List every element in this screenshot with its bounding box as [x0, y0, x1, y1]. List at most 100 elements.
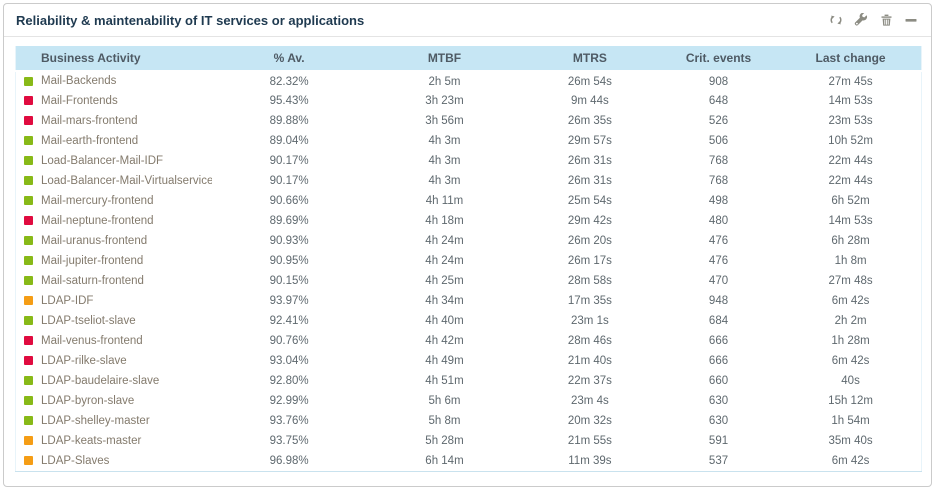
cell-availability: 89.69% [269, 215, 309, 227]
business-activity-name[interactable]: Mail-saturn-frontend [41, 274, 144, 287]
cell-mtrs: 22m 37s [567, 375, 612, 387]
cell-last-change: 27m 48s [828, 275, 873, 287]
business-activity-name[interactable]: LDAP-baudelaire-slave [41, 374, 160, 387]
cell-crit-events: 948 [708, 295, 729, 307]
cell-mtbf: 4h 11m [425, 195, 464, 207]
cell-mtbf: 2h 5m [428, 75, 461, 88]
cell-last-change: 6m 42s [831, 355, 870, 367]
table-row[interactable]: LDAP-tseliot-slave 92.41% 4h 40m 23m 1s 684 2… [15, 311, 922, 331]
column-header-mtbf[interactable]: MTBF [366, 46, 523, 72]
cell-mtrs: 28m 58s [567, 275, 612, 287]
table-row[interactable]: LDAP-shelley-master 93.76% 5h 8m 20m 32s 630… [15, 411, 922, 431]
table-row[interactable]: LDAP-keats-master 93.75% 5h 28m 21m 55s 591 3… [15, 431, 922, 451]
business-activity-name[interactable]: LDAP-byron-slave [41, 394, 135, 407]
business-activity-name[interactable]: Mail-jupiter-frontend [41, 254, 144, 267]
business-activity-name[interactable]: Mail-neptune-frontend [41, 214, 154, 227]
cell-availability: 90.76% [269, 335, 309, 347]
cell-business-activity: LDAP-shelley-master [16, 411, 213, 431]
cell-last-change: 40s [841, 375, 860, 387]
business-activity-name[interactable]: Mail-mercury-frontend [41, 194, 154, 207]
business-activity-name[interactable]: LDAP-tseliot-slave [41, 314, 136, 327]
table-row[interactable]: Mail-venus-frontend 90.76% 4h 42m 28m 46s 66… [15, 331, 922, 351]
table-row[interactable]: LDAP-baudelaire-slave 92.80% 4h 51m 22m 37s… [15, 371, 922, 391]
widget-title: Reliability & maintenability of IT servi… [16, 12, 365, 28]
column-header-business-activity[interactable]: Business Activity [15, 46, 213, 72]
cell-mtbf: 4h 18m [425, 215, 464, 227]
cell-business-activity: LDAP-baudelaire-slave [16, 371, 213, 391]
cell-mtbf: 4h 3m [428, 135, 461, 147]
business-activity-name[interactable]: Mail-Frontends [41, 94, 118, 107]
status-icon [24, 455, 33, 465]
status-icon [24, 156, 33, 166]
table-row[interactable]: Mail-earth-frontend 89.04% 4h 3m 29m 57s 506… [15, 131, 922, 151]
business-activity-name[interactable]: LDAP-IDF [41, 294, 94, 307]
business-activity-name[interactable]: Mail-venus-frontend [41, 334, 143, 347]
business-activity-name[interactable]: LDAP-rilke-slave [41, 354, 127, 367]
refresh-icon[interactable] [828, 12, 844, 28]
business-activity-name[interactable]: Load-Balancer-Mail-Virtualservice [41, 174, 213, 187]
reliability-widget: Reliability & maintenability of IT servi… [3, 3, 932, 487]
cell-crit-events: 630 [708, 415, 729, 427]
business-activity-name[interactable]: LDAP-shelley-master [41, 414, 150, 427]
wrench-icon[interactable] [853, 12, 869, 28]
business-activity-name[interactable]: LDAP-Slaves [41, 454, 110, 467]
cell-mtrs: 26m 31s [567, 175, 612, 187]
table-row[interactable]: Mail-jupiter-frontend 90.95% 4h 24m 26m 17s… [15, 251, 922, 271]
column-header-mtrs[interactable]: MTRS [522, 46, 657, 72]
table-row[interactable]: Load-Balancer-Mail-IDF 90.17% 4h 3m 26m 31s… [15, 151, 922, 171]
cell-crit-events: 526 [708, 115, 729, 127]
cell-availability: 95.43% [269, 95, 309, 107]
table-row[interactable]: Mail-mars-frontend 89.88% 3h 56m 26m 35s 526… [15, 111, 922, 131]
minimize-icon[interactable] [903, 12, 919, 28]
cell-availability: 92.80% [269, 375, 309, 387]
table-row[interactable]: Mail-mercury-frontend 90.66% 4h 11m 25m 54s… [15, 191, 922, 211]
cell-mtbf: 4h 49m [425, 355, 464, 367]
cell-mtbf: 3h 23m [425, 95, 464, 107]
cell-business-activity: Mail-mars-frontend [16, 111, 213, 131]
cell-crit-events: 591 [708, 435, 729, 447]
cell-crit-events: 666 [708, 335, 729, 347]
business-activity-name[interactable]: Mail-mars-frontend [41, 114, 138, 127]
cell-business-activity: Mail-jupiter-frontend [16, 251, 213, 271]
business-activity-name[interactable]: Mail-earth-frontend [41, 134, 139, 147]
cell-last-change: 23m 53s [828, 115, 873, 127]
column-header-last-change[interactable]: Last change [780, 46, 922, 72]
table-row[interactable]: LDAP-rilke-slave 93.04% 4h 49m 21m 40s 666 6m… [15, 351, 922, 371]
status-icon [24, 256, 33, 266]
cell-mtbf: 3h 56m [425, 115, 464, 127]
table-row[interactable]: Mail-neptune-frontend 89.69% 4h 18m 29m 42s… [15, 211, 922, 231]
column-header-crit-events[interactable]: Crit. events [656, 46, 781, 72]
cell-mtbf: 5h 28m [425, 435, 464, 447]
trash-icon[interactable] [878, 12, 894, 28]
business-activity-name[interactable]: Mail-Backends [41, 75, 117, 88]
status-icon [24, 376, 33, 386]
business-activity-name[interactable]: Load-Balancer-Mail-IDF [41, 154, 164, 167]
cell-mtbf: 4h 42m [425, 335, 464, 347]
table-row[interactable]: Mail-Backends 82.32% 2h 5m 26m 54s 908 27m 45… [15, 71, 922, 91]
table-row[interactable]: Load-Balancer-Mail-Virtualservice 90.17% 4… [15, 171, 922, 191]
cell-business-activity: LDAP-byron-slave [16, 391, 213, 411]
table-row[interactable]: LDAP-Slaves 96.98% 6h 14m 11m 39s 537 6m 42s [15, 451, 922, 471]
cell-last-change: 35m 40s [828, 435, 873, 447]
cell-last-change: 1h 8m [834, 255, 867, 267]
table-row[interactable]: LDAP-IDF 93.97% 4h 34m 17m 35s 948 6m 42s [15, 291, 922, 311]
business-activity-name[interactable]: Mail-uranus-frontend [41, 234, 148, 247]
status-icon [24, 216, 33, 226]
cell-crit-events: 470 [708, 275, 729, 287]
cell-last-change: 14m 53s [828, 95, 873, 107]
table-row[interactable]: Mail-uranus-frontend 90.93% 4h 24m 26m 20s 4… [15, 231, 922, 251]
cell-availability: 90.17% [269, 175, 309, 187]
cell-availability: 89.88% [269, 115, 309, 127]
cell-crit-events: 684 [708, 315, 729, 327]
table-row[interactable]: Mail-Frontends 95.43% 3h 23m 9m 44s 648 14m 5… [15, 91, 922, 111]
cell-mtrs: 29m 42s [567, 215, 612, 227]
table-row[interactable]: Mail-saturn-frontend 90.15% 4h 25m 28m 58s 4… [15, 271, 922, 291]
cell-last-change: 2h 2m [834, 315, 867, 327]
column-header-availability[interactable]: % Av. [212, 46, 367, 72]
cell-crit-events: 480 [708, 215, 729, 227]
status-icon [24, 336, 33, 346]
table-row[interactable]: LDAP-byron-slave 92.99% 5h 6m 23m 4s 630 15h … [15, 391, 922, 411]
business-activity-name[interactable]: LDAP-keats-master [41, 434, 142, 447]
cell-availability: 96.98% [269, 454, 309, 467]
cell-last-change: 6h 28m [831, 235, 870, 247]
